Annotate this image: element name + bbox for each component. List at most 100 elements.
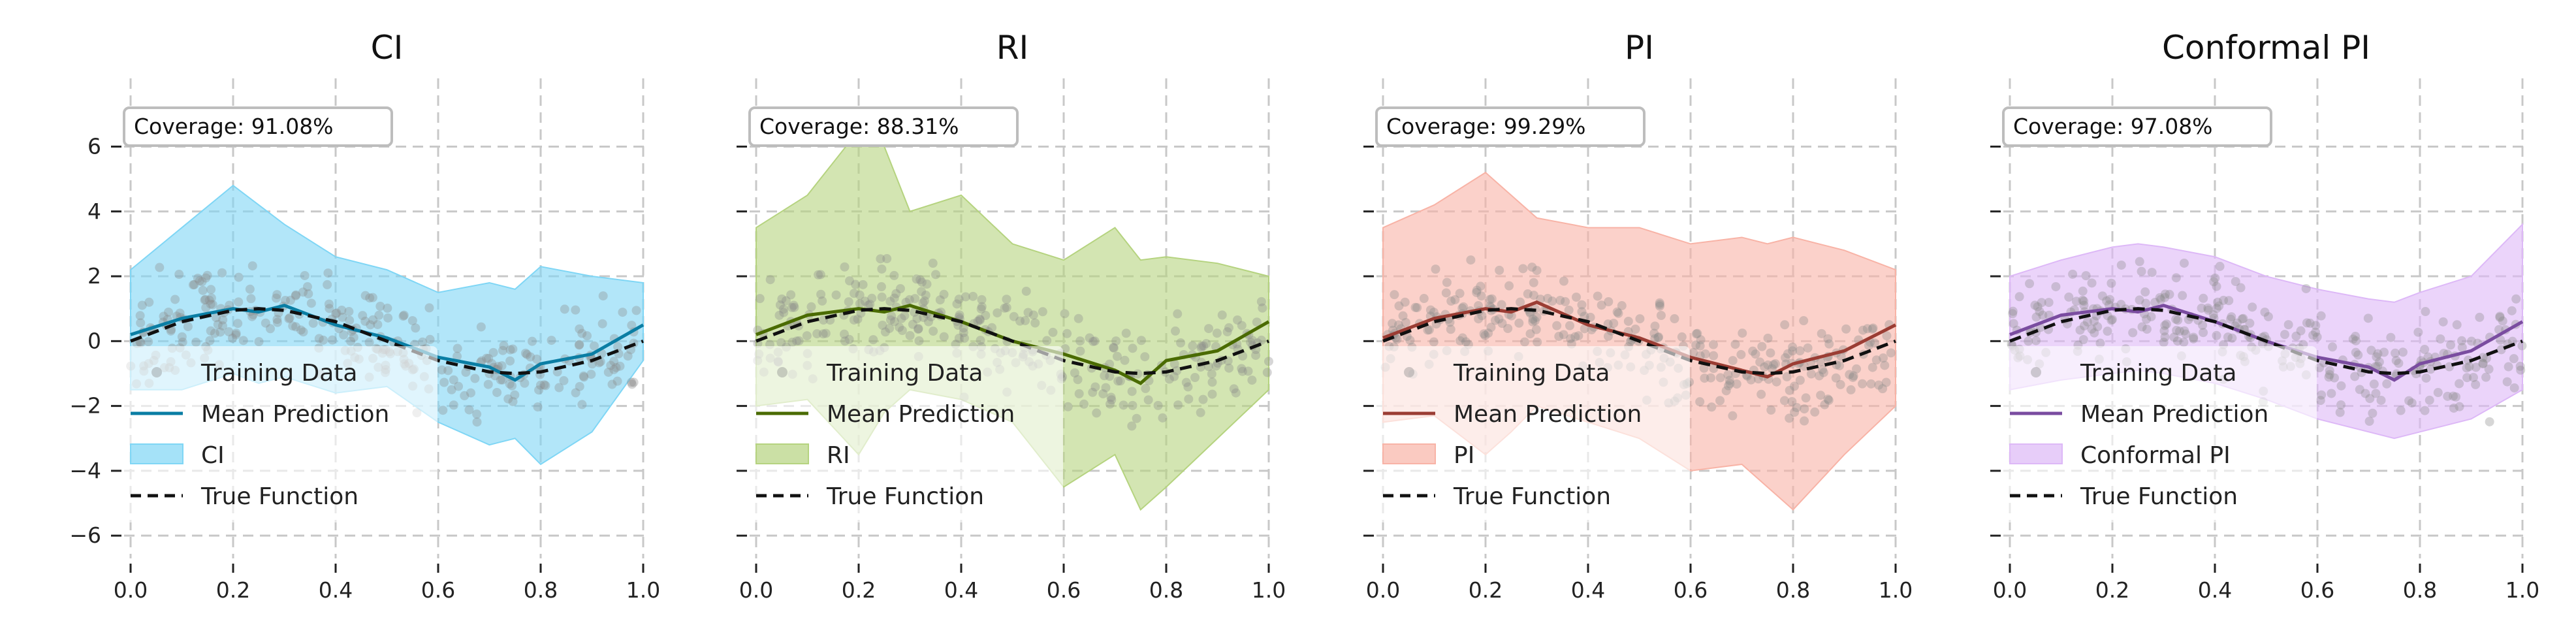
- training-point: [778, 304, 788, 314]
- legend-label: True Function: [826, 483, 984, 510]
- panel-title: RI: [996, 29, 1029, 67]
- training-point: [1577, 307, 1587, 317]
- training-point: [1531, 325, 1541, 334]
- training-point: [498, 345, 508, 355]
- training-point: [2156, 295, 2166, 304]
- training-point: [1700, 349, 1710, 359]
- training-point: [466, 388, 475, 398]
- x-tick-label: 0.8: [524, 577, 558, 603]
- training-point: [1580, 312, 1589, 321]
- training-point: [880, 327, 890, 337]
- training-point: [1085, 333, 1094, 343]
- training-point: [792, 336, 802, 346]
- training-point: [2014, 292, 2024, 302]
- training-point: [1823, 394, 1833, 404]
- training-point: [2155, 293, 2165, 302]
- training-point: [877, 264, 887, 274]
- x-tick-label: 0.0: [1993, 577, 2027, 603]
- training-point: [1479, 329, 1489, 339]
- training-point: [1173, 309, 1183, 319]
- training-point: [308, 318, 318, 328]
- training-point: [338, 312, 347, 322]
- training-point: [1785, 413, 1794, 423]
- training-point: [443, 366, 453, 376]
- training-point: [507, 381, 517, 391]
- training-point: [1190, 373, 1200, 383]
- training-point: [1552, 321, 1562, 330]
- training-point: [2423, 352, 2433, 362]
- training-point: [201, 303, 211, 313]
- training-point: [1101, 383, 1111, 393]
- training-point: [288, 321, 298, 331]
- training-point: [2213, 297, 2223, 307]
- training-point: [159, 312, 168, 321]
- training-point: [2336, 400, 2346, 409]
- training-point: [914, 325, 923, 334]
- training-point: [1528, 314, 1538, 324]
- training-point: [779, 308, 789, 317]
- legend-label: True Function: [200, 483, 358, 510]
- training-point: [1196, 408, 1205, 417]
- training-point: [876, 282, 886, 292]
- x-tick-label: 1.0: [2505, 577, 2539, 603]
- training-point: [2245, 318, 2255, 328]
- legend-label: Training Data: [2080, 360, 2236, 387]
- y-tick-label: −6: [69, 522, 101, 548]
- training-point: [1400, 297, 1410, 307]
- training-point: [1653, 332, 1663, 342]
- training-point: [201, 273, 211, 283]
- x-tick-label: 0.6: [1047, 577, 1081, 603]
- training-point: [364, 338, 374, 347]
- legend-marker-training: [2031, 367, 2041, 377]
- training-point: [298, 327, 308, 337]
- training-point: [626, 377, 636, 387]
- training-point: [2025, 279, 2035, 289]
- training-point: [492, 387, 502, 397]
- training-point: [1088, 387, 1098, 397]
- training-point: [2291, 331, 2301, 341]
- training-point: [1140, 352, 1150, 362]
- training-point: [1650, 334, 1660, 344]
- training-point: [816, 289, 826, 299]
- training-point: [887, 311, 897, 321]
- training-point: [1869, 338, 1879, 348]
- training-point: [2509, 354, 2519, 364]
- training-point: [291, 291, 300, 300]
- training-point: [2325, 370, 2334, 379]
- training-point: [1691, 329, 1701, 339]
- training-point: [284, 314, 294, 324]
- training-point: [1699, 363, 1709, 373]
- training-point: [2051, 281, 2061, 291]
- training-point: [2311, 321, 2321, 330]
- training-point: [272, 317, 282, 327]
- training-point: [2103, 327, 2112, 336]
- training-point: [1393, 320, 1403, 330]
- training-point: [285, 295, 295, 305]
- training-point: [2495, 312, 2505, 322]
- legend-marker-training: [777, 367, 787, 377]
- training-point: [1445, 317, 1455, 327]
- training-point: [2425, 395, 2434, 405]
- training-point: [488, 347, 498, 357]
- training-point: [814, 270, 823, 280]
- training-point: [1245, 337, 1255, 347]
- training-point: [1100, 371, 1109, 381]
- training-point: [776, 338, 786, 347]
- training-point: [449, 400, 458, 410]
- training-point: [849, 315, 859, 325]
- training-point: [2327, 342, 2337, 352]
- legend-marker-band: [1382, 443, 1436, 464]
- training-point: [2180, 326, 2189, 336]
- training-point: [1795, 376, 1805, 385]
- training-point: [217, 321, 227, 330]
- training-point: [1852, 364, 1862, 374]
- x-tick-label: 0.2: [1469, 577, 1503, 603]
- training-point: [1476, 281, 1486, 291]
- training-point: [765, 275, 775, 285]
- training-point: [437, 365, 447, 375]
- training-point: [1785, 385, 1794, 395]
- training-point: [1845, 370, 1854, 379]
- legend-marker-band: [755, 443, 809, 464]
- training-point: [2502, 377, 2512, 387]
- training-point: [629, 377, 639, 387]
